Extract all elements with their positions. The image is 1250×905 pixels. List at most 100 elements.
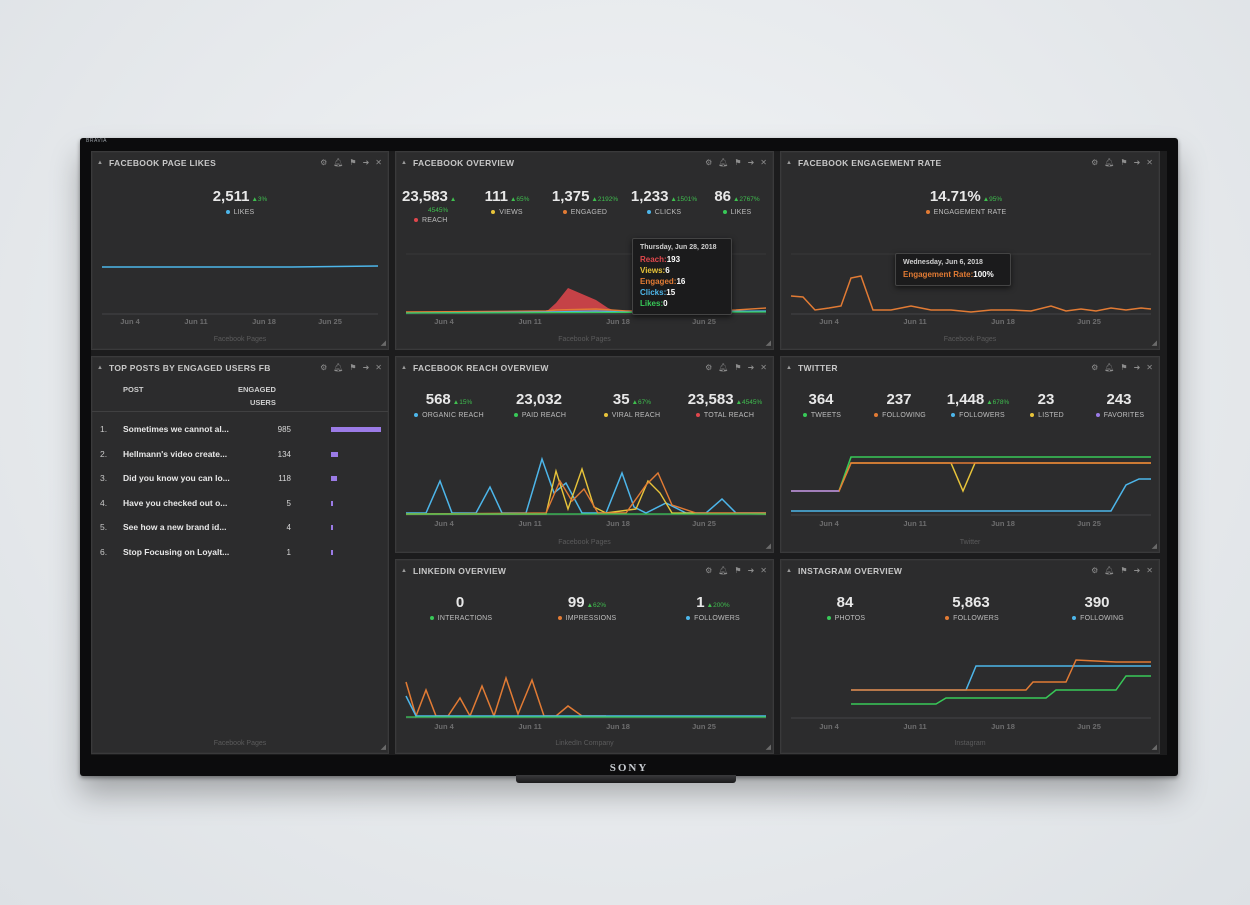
post-text[interactable]: Have you checked out o... bbox=[123, 497, 228, 508]
collapse-caret-icon[interactable]: ▲ bbox=[786, 568, 793, 574]
metric-value: 390 bbox=[1084, 594, 1110, 611]
close-icon[interactable]: ✕ bbox=[760, 158, 767, 167]
settings-icon[interactable]: ⚙ bbox=[1091, 566, 1099, 575]
bell-icon[interactable]: 🔔︎ bbox=[1104, 158, 1115, 167]
post-row[interactable]: 6. Stop Focusing on Loyalt... 1 bbox=[92, 540, 388, 564]
flag-icon[interactable]: ⚑ bbox=[1120, 566, 1128, 575]
chart-tooltip: Wednesday, Jun 6, 2018 Engagement Rate:1… bbox=[895, 253, 1011, 286]
settings-icon[interactable]: ⚙ bbox=[320, 158, 328, 167]
post-engaged-value: 5 bbox=[286, 498, 291, 508]
share-icon[interactable]: ➜ bbox=[1133, 363, 1141, 372]
tooltip-row-value: 193 bbox=[666, 255, 681, 264]
collapse-caret-icon[interactable]: ▲ bbox=[786, 160, 793, 166]
flag-icon[interactable]: ⚑ bbox=[734, 566, 742, 575]
settings-icon[interactable]: ⚙ bbox=[1091, 363, 1099, 372]
share-icon[interactable]: ➜ bbox=[1133, 158, 1141, 167]
flag-icon[interactable]: ⚑ bbox=[349, 158, 357, 167]
bell-icon[interactable]: 🔔︎ bbox=[1104, 363, 1115, 372]
bell-icon[interactable]: 🔔︎ bbox=[718, 363, 729, 372]
share-icon[interactable]: ➜ bbox=[1133, 566, 1141, 575]
post-text[interactable]: Did you know you can lo... bbox=[123, 473, 230, 483]
post-row[interactable]: 2. Hellmann's video create... 134 bbox=[92, 442, 388, 466]
panel-toolbar: ⚙ 🔔︎ ⚑ ➜ ✕ bbox=[705, 566, 767, 576]
post-row[interactable]: 5. See how a new brand id... 4 bbox=[92, 515, 388, 539]
bell-icon[interactable]: 🔔︎ bbox=[333, 363, 344, 372]
settings-icon[interactable]: ⚙ bbox=[320, 363, 328, 372]
flag-icon[interactable]: ⚑ bbox=[1120, 363, 1128, 372]
post-rank: 1. bbox=[100, 424, 108, 434]
flag-icon[interactable]: ⚑ bbox=[734, 158, 742, 167]
bell-icon[interactable]: 🔔︎ bbox=[718, 158, 729, 167]
metric-label: FAVORITES bbox=[1103, 412, 1145, 419]
bell-icon[interactable]: 🔔︎ bbox=[333, 158, 344, 167]
panel-facebook-engagement-rate: ▲ FACEBOOK ENGAGEMENT RATE ⚙ 🔔︎ ⚑ ➜ ✕ 14.71% ▲… bbox=[780, 151, 1160, 350]
metric-total-reach: 23,583 ▲4545% TOTAL REACH bbox=[678, 391, 772, 419]
tooltip-row-clicks: Clicks:15 bbox=[640, 288, 676, 297]
close-icon[interactable]: ✕ bbox=[375, 158, 382, 167]
settings-icon[interactable]: ⚙ bbox=[705, 158, 713, 167]
resize-handle-icon[interactable]: ◢ bbox=[380, 340, 386, 347]
close-icon[interactable]: ✕ bbox=[1146, 363, 1153, 372]
flag-icon[interactable]: ⚑ bbox=[1120, 158, 1128, 167]
post-text[interactable]: Sometimes we cannot al... bbox=[123, 424, 229, 434]
panel-title: ▲ FACEBOOK ENGAGEMENT RATE bbox=[781, 152, 1159, 174]
panel-footer: Facebook Pages bbox=[943, 336, 997, 343]
collapse-caret-icon[interactable]: ▲ bbox=[401, 568, 408, 574]
panel-toolbar: ⚙ 🔔︎ ⚑ ➜ ✕ bbox=[320, 363, 382, 373]
metric-label: ORGANIC REACH bbox=[422, 412, 484, 419]
metric-change: ▲4545% bbox=[735, 399, 763, 406]
collapse-caret-icon[interactable]: ▲ bbox=[401, 160, 408, 166]
post-row[interactable]: 1. Sometimes we cannot al... 985 bbox=[92, 417, 388, 441]
flag-icon[interactable]: ⚑ bbox=[349, 363, 357, 372]
collapse-caret-icon[interactable]: ▲ bbox=[786, 365, 793, 371]
close-icon[interactable]: ✕ bbox=[760, 363, 767, 372]
settings-icon[interactable]: ⚙ bbox=[1091, 158, 1099, 167]
close-icon[interactable]: ✕ bbox=[760, 566, 767, 575]
bell-icon[interactable]: 🔔︎ bbox=[718, 566, 729, 575]
x-tick-label: Jun 18 bbox=[252, 317, 276, 324]
bell-icon[interactable]: 🔔︎ bbox=[1104, 566, 1115, 575]
collapse-caret-icon[interactable]: ▲ bbox=[97, 160, 104, 166]
share-icon[interactable]: ➜ bbox=[362, 363, 370, 372]
share-icon[interactable]: ➜ bbox=[362, 158, 370, 167]
flag-icon[interactable]: ⚑ bbox=[734, 363, 742, 372]
x-tick-label: Jun 25 bbox=[692, 519, 716, 528]
post-text[interactable]: Stop Focusing on Loyalt... bbox=[123, 546, 230, 557]
metric-change-percent: 4545% bbox=[428, 207, 449, 214]
close-icon[interactable]: ✕ bbox=[375, 363, 382, 372]
tv-brand-top: BRAVIA bbox=[86, 138, 107, 144]
legend-dot bbox=[562, 210, 567, 215]
resize-handle-icon[interactable]: ◢ bbox=[1151, 340, 1157, 347]
metric-value: 237 bbox=[886, 391, 912, 408]
share-icon[interactable]: ➜ bbox=[747, 566, 755, 575]
x-tick-label: Jun 11 bbox=[518, 317, 541, 326]
close-icon[interactable]: ✕ bbox=[1146, 158, 1153, 167]
resize-handle-icon[interactable]: ◢ bbox=[765, 744, 771, 751]
settings-icon[interactable]: ⚙ bbox=[705, 566, 713, 575]
resize-handle-icon[interactable]: ◢ bbox=[380, 744, 386, 751]
metric-value: 23,032 bbox=[516, 391, 562, 408]
resize-handle-icon[interactable]: ◢ bbox=[1151, 543, 1157, 550]
photos-series-line bbox=[851, 675, 1151, 705]
metric-value: 364 bbox=[808, 391, 834, 408]
post-rank: 2. bbox=[100, 448, 108, 459]
post-engaged-bar bbox=[331, 500, 333, 506]
legend-dot bbox=[1072, 616, 1077, 621]
post-row[interactable]: 4. Have you checked out o... 5 bbox=[92, 491, 388, 515]
post-row[interactable]: 3. Did you know you can lo... 118 bbox=[92, 466, 388, 490]
share-icon[interactable]: ➜ bbox=[747, 158, 755, 167]
post-text[interactable]: Hellmann's video create... bbox=[123, 448, 228, 459]
legend-dot bbox=[874, 413, 879, 418]
share-icon[interactable]: ➜ bbox=[747, 363, 755, 372]
collapse-caret-icon[interactable]: ▲ bbox=[97, 365, 104, 371]
post-rank: 5. bbox=[100, 522, 108, 532]
collapse-caret-icon[interactable]: ▲ bbox=[401, 365, 408, 371]
close-icon[interactable]: ✕ bbox=[1146, 566, 1153, 575]
post-engaged-bar bbox=[331, 451, 338, 457]
resize-handle-icon[interactable]: ◢ bbox=[765, 543, 771, 550]
resize-handle-icon[interactable]: ◢ bbox=[1151, 744, 1157, 751]
settings-icon[interactable]: ⚙ bbox=[705, 363, 713, 372]
post-engaged-bar bbox=[331, 549, 333, 555]
post-text[interactable]: See how a new brand id... bbox=[123, 522, 227, 532]
resize-handle-icon[interactable]: ◢ bbox=[765, 340, 771, 347]
